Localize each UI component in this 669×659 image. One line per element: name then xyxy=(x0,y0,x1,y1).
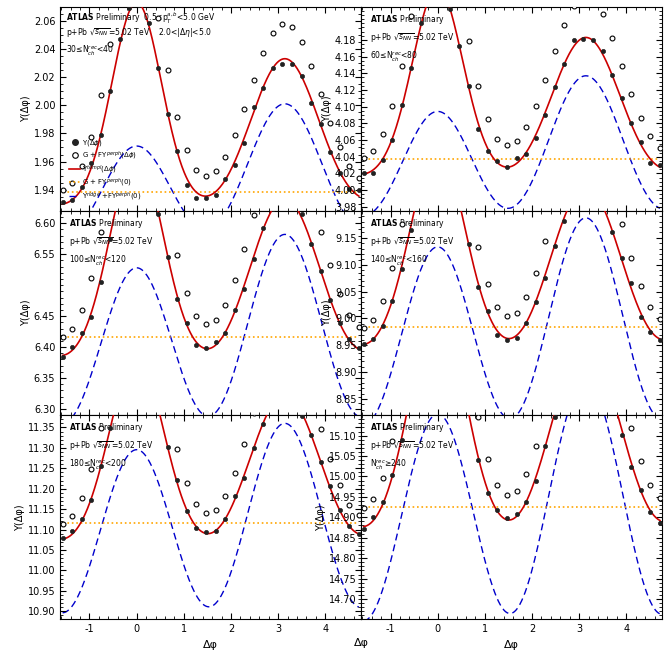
Legend: Y($\Delta\phi$), G + FY$^{perph}$($\Delta\phi$), Y$^{templ}$($\Delta\phi$), G + : Y($\Delta\phi$), G + FY$^{perph}$($\Delt… xyxy=(67,135,145,206)
Text: $\bf{ATLAS}$ Preliminary: $\bf{ATLAS}$ Preliminary xyxy=(70,217,144,230)
Text: p+Pb $\sqrt{s_{NN}}$=5.02 TeV: p+Pb $\sqrt{s_{NN}}$=5.02 TeV xyxy=(70,235,154,249)
Text: $\bf{ATLAS}$ Preliminary: $\bf{ATLAS}$ Preliminary xyxy=(371,13,445,26)
Text: $\bf{ATLAS}$ Preliminary: $\bf{ATLAS}$ Preliminary xyxy=(371,421,445,434)
Text: 30≤N$_{ch}^{rec}$<40: 30≤N$_{ch}^{rec}$<40 xyxy=(66,43,114,57)
Text: Δφ: Δφ xyxy=(354,638,369,648)
Text: p+Pb $\sqrt{s_{NN}}$=5.02 TeV: p+Pb $\sqrt{s_{NN}}$=5.02 TeV xyxy=(371,440,455,453)
Y-axis label: Y(Δφ): Y(Δφ) xyxy=(21,96,31,122)
Text: 180≤N$_{ch}^{rec}$<200: 180≤N$_{ch}^{rec}$<200 xyxy=(70,458,126,473)
Text: 60≤N$_{ch}^{rec}$<80: 60≤N$_{ch}^{rec}$<80 xyxy=(371,49,418,64)
Text: N$_{ch}^{rec}$≥240: N$_{ch}^{rec}$≥240 xyxy=(371,458,407,473)
Text: p+Pb $\sqrt{s_{NN}}$=5.02 TeV    2.0<|$\Delta\eta$|<5.0: p+Pb $\sqrt{s_{NN}}$=5.02 TeV 2.0<|$\Del… xyxy=(66,27,212,40)
Text: p+Pb $\sqrt{s_{NN}}$=5.02 TeV: p+Pb $\sqrt{s_{NN}}$=5.02 TeV xyxy=(371,31,455,45)
Text: 140≤N$_{ch}^{rec}$<160: 140≤N$_{ch}^{rec}$<160 xyxy=(371,254,428,268)
Y-axis label: Y(Δφ): Y(Δφ) xyxy=(322,300,332,326)
Text: p+Pb $\sqrt{s_{NN}}$=5.02 TeV: p+Pb $\sqrt{s_{NN}}$=5.02 TeV xyxy=(371,235,455,249)
Y-axis label: Y(Δφ): Y(Δφ) xyxy=(322,96,332,122)
X-axis label: Δφ: Δφ xyxy=(504,640,519,650)
Text: $\bf{ATLAS}$ Preliminary  0.5<p$_T^{a,b}$<5.0 GeV: $\bf{ATLAS}$ Preliminary 0.5<p$_T^{a,b}$… xyxy=(66,11,215,26)
Y-axis label: Y(Δφ): Y(Δφ) xyxy=(316,504,326,530)
Y-axis label: Y(Δφ): Y(Δφ) xyxy=(15,504,25,530)
Text: $\bf{ATLAS}$ Preliminary: $\bf{ATLAS}$ Preliminary xyxy=(371,217,445,230)
Y-axis label: Y(Δφ): Y(Δφ) xyxy=(21,300,31,326)
Text: p+Pb $\sqrt{s_{NN}}$=5.02 TeV: p+Pb $\sqrt{s_{NN}}$=5.02 TeV xyxy=(70,440,154,453)
Text: $\bf{ATLAS}$ Preliminary: $\bf{ATLAS}$ Preliminary xyxy=(70,421,144,434)
X-axis label: Δφ: Δφ xyxy=(203,640,218,650)
Text: 100≤N$_{ch}^{rec}$<120: 100≤N$_{ch}^{rec}$<120 xyxy=(70,254,127,268)
